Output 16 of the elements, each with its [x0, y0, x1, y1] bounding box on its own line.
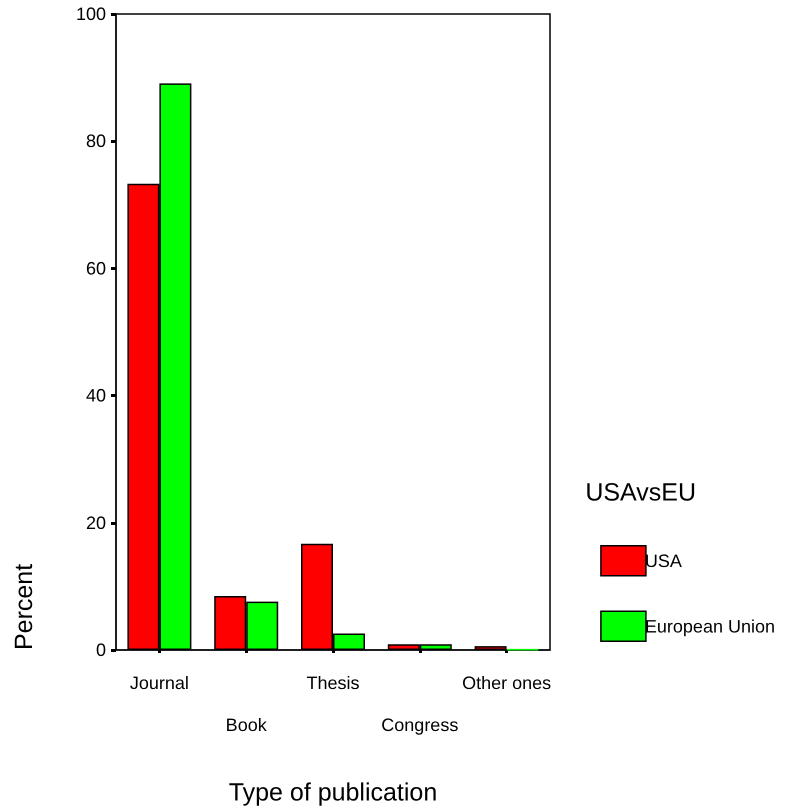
x-tick-label: Thesis	[306, 673, 360, 693]
x-tick-label: Journal	[130, 673, 189, 693]
y-axis-title: Percent	[10, 564, 38, 650]
y-tick-label: 20	[86, 512, 106, 533]
x-axis-title: Type of publication	[228, 778, 438, 806]
x-tick-label: Congress	[381, 715, 458, 735]
x-tick-label: Other ones	[462, 673, 552, 693]
legend-title: USAvsEU	[585, 478, 696, 506]
y-tick-label: 0	[96, 640, 106, 660]
y-tick-label: 80	[86, 131, 106, 152]
legend-label: USA	[644, 550, 682, 571]
legend-label: European Union	[644, 616, 776, 636]
y-tick-label: 100	[76, 4, 106, 24]
y-tick-label: 60	[86, 258, 106, 278]
y-tick-label: 40	[86, 386, 106, 406]
x-tick-label: Book	[226, 715, 268, 735]
